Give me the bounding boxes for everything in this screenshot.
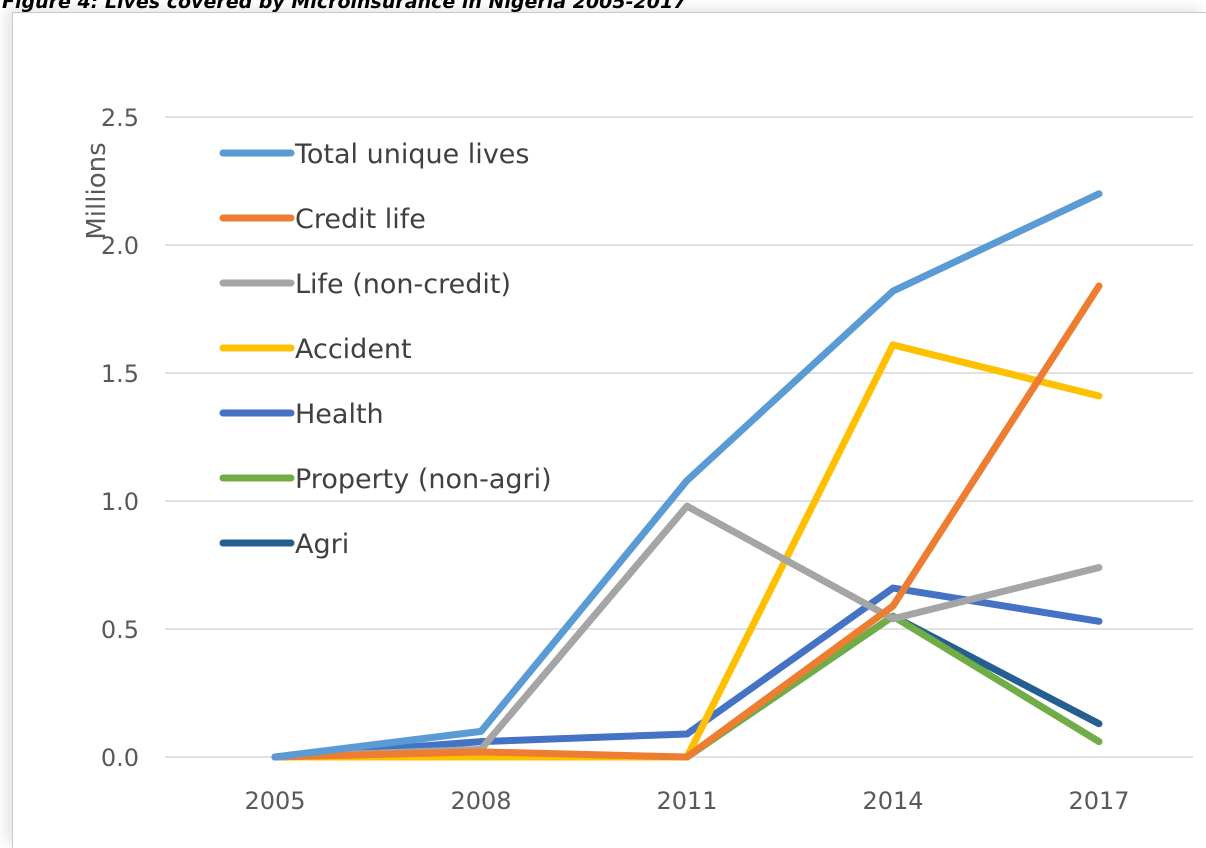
legend-label: Property (non-agri)	[295, 464, 552, 495]
figure-caption: Figure 4: Lives covered by Microinsuranc…	[2, 0, 687, 13]
x-tick-label: 2011	[656, 787, 717, 815]
legend-label: Accident	[295, 334, 412, 365]
x-tick-label: 2017	[1068, 787, 1129, 815]
legend-label: Health	[295, 399, 384, 430]
series-lines	[271, 190, 1103, 761]
series-line	[271, 502, 1103, 761]
y-tick-label: 1.0	[101, 488, 139, 516]
x-tick-label: 2008	[450, 787, 511, 815]
legend-entry: Health	[219, 399, 384, 430]
x-tick-label: 2005	[244, 787, 305, 815]
y-tick-label: 2.5	[101, 104, 139, 132]
x-tick-labels: 2005 2008 2011 2014 2017	[244, 787, 1129, 815]
legend-label: Credit life	[295, 204, 426, 235]
y-tick-label: 0.5	[101, 616, 139, 644]
line-chart: 0.00.51.01.52.02.5 2005 2008 2011 2014 2017 …	[82, 104, 1193, 815]
legend-entry: Agri	[219, 529, 349, 560]
legend-entry: Property (non-agri)	[219, 464, 552, 495]
series-line	[271, 341, 1103, 761]
series-line	[271, 282, 1103, 761]
y-tick-label: 1.5	[101, 360, 139, 388]
legend-entry: Accident	[219, 334, 412, 365]
y-tick-labels: 0.0 0.5 1.0 1.5 2.0 2.5	[101, 104, 139, 772]
y-tick-label: 2.0	[101, 232, 139, 260]
legend-label: Total unique lives	[294, 139, 529, 170]
series-line	[271, 584, 1103, 761]
y-tick-label: 0.0	[101, 744, 139, 772]
x-tick-label: 2014	[862, 787, 923, 815]
legend-label: Life (non-credit)	[295, 269, 511, 300]
chart-frame: 0.0 0.5 1.0 1.5 2.0 2.5 2005 2008 2011 2014 2017 …	[12, 12, 1206, 848]
legend-label: Agri	[295, 529, 349, 560]
legend-entry: Total unique lives	[219, 139, 529, 170]
legend-entry: Credit life	[219, 204, 426, 235]
legend-entry: Life (non-credit)	[219, 269, 511, 300]
series-line	[271, 190, 1103, 761]
y-axis-title: Millions	[82, 142, 112, 239]
legend: Total unique lives Credit life Life (non-c…	[219, 139, 552, 560]
